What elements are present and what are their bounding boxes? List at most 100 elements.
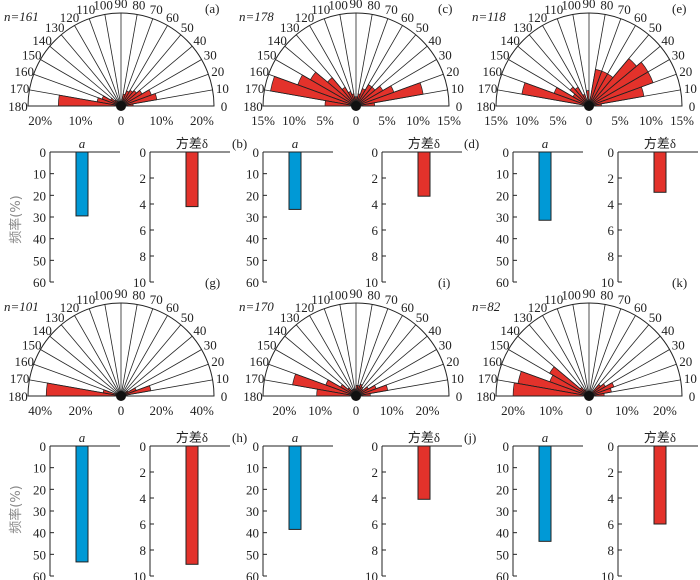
- bar-tick-label: 50: [496, 253, 509, 268]
- bar-tick-label: 4: [140, 197, 147, 212]
- rose-angle-label: 80: [367, 0, 380, 13]
- panel-label: (b): [232, 136, 247, 151]
- rose-radial-line: [588, 308, 622, 397]
- rose-angle-label: 140: [500, 33, 520, 48]
- rose-angle-label: 20: [679, 354, 692, 369]
- rose-angle-label: 140: [32, 33, 52, 48]
- rose-angle-label: 170: [478, 371, 498, 386]
- rose-frame: [262, 12, 450, 107]
- rose-radial-line: [29, 89, 122, 107]
- rose-radial-line: [572, 14, 590, 107]
- bar-tick-label: 0: [608, 439, 615, 454]
- bar-title-delta: 方差δ: [644, 430, 676, 445]
- rose-angle-label: 30: [672, 48, 685, 63]
- rose-radial-line: [542, 315, 590, 397]
- rose-radial-line: [295, 324, 357, 397]
- bar-tick-label: 40: [496, 232, 509, 247]
- rose-radial-line: [588, 73, 677, 107]
- rose-angle-label: 130: [513, 20, 533, 35]
- rose-angle-label: 160: [482, 354, 502, 369]
- rose-angle-label: 40: [193, 33, 206, 48]
- rose-angle-label: 140: [267, 323, 287, 338]
- rose-radial-line: [355, 73, 444, 107]
- bar-tick-label: 8: [608, 543, 615, 558]
- rose-angle-label: 110: [76, 292, 95, 307]
- rose-angle-label: 10: [451, 81, 464, 96]
- rose-angle-label: 90: [350, 286, 363, 301]
- rose-angle-label: 130: [280, 20, 300, 35]
- rose-angle-label: 50: [649, 20, 662, 35]
- rose-tick-label: 40%: [28, 403, 52, 418]
- rose-angle-label: 170: [478, 81, 498, 96]
- rose-radial-line: [120, 45, 193, 107]
- rose-angle-label: 50: [416, 20, 429, 35]
- panel-label: (j): [464, 430, 476, 445]
- bar-tick-label: 8: [140, 543, 147, 558]
- rose-tick-label: 20%: [653, 403, 677, 418]
- rose-radial-line: [588, 363, 677, 397]
- rose-angle-label: 180: [476, 99, 496, 114]
- bar-tick-label: 0: [253, 145, 260, 160]
- bar-tick-label: 60: [246, 569, 259, 580]
- rose-radial-line: [284, 335, 357, 397]
- rose-radial-line: [508, 59, 590, 107]
- rose-angle-label: 80: [132, 288, 145, 303]
- bar-tick-label: 10: [246, 461, 259, 476]
- bar-tick-label: 0: [503, 439, 510, 454]
- rose-angle-label: 70: [150, 292, 163, 307]
- rose-radial-line: [120, 324, 182, 397]
- rose-tick-label: 40%: [190, 403, 214, 418]
- rose-tick-label: 0: [586, 113, 593, 128]
- rose-angle-label: 110: [544, 2, 563, 17]
- bar-tick-label: 50: [33, 547, 46, 562]
- bar-tick-label: 2: [372, 465, 379, 480]
- rose-tick-label: 10%: [615, 403, 639, 418]
- rose-angle-label: 70: [150, 2, 163, 17]
- bar-tick-label: 50: [496, 547, 509, 562]
- rose-radial-line: [323, 18, 357, 107]
- rose-angle-label: 30: [672, 338, 685, 353]
- rose-radial-line: [275, 59, 357, 107]
- rose-radial-line: [355, 379, 448, 397]
- rose-radial-line: [339, 304, 357, 397]
- rose-radial-line: [355, 324, 417, 397]
- bar-tick-label: 40: [33, 526, 46, 541]
- rose-tick-label: 20%: [501, 403, 525, 418]
- bar-tick-label: 0: [503, 145, 510, 160]
- bar-delta: [185, 445, 199, 565]
- sample-count: n=178: [239, 9, 274, 24]
- rose-angle-label: 0: [456, 389, 463, 404]
- rose-center: [584, 101, 594, 111]
- rose-tick-label: 15%: [484, 113, 508, 128]
- rose-angle-label: 110: [76, 2, 95, 17]
- rose-angle-label: 70: [618, 2, 631, 17]
- rose-radial-line: [588, 324, 650, 397]
- rose-angle-label: 0: [689, 389, 696, 404]
- rose-center: [116, 101, 126, 111]
- rose-radial-line: [33, 363, 122, 397]
- panel-label: (a): [205, 1, 219, 16]
- rose-angle-label: 180: [8, 99, 28, 114]
- rose-angle-label: 20: [446, 64, 459, 79]
- bar-tick-label: 6: [140, 223, 147, 238]
- bar-tick-label: 50: [246, 253, 259, 268]
- rose-angle-label: 100: [561, 288, 581, 303]
- rose-angle-label: 40: [661, 323, 674, 338]
- bar-tick-label: 8: [372, 543, 379, 558]
- rose-tick-label: 5%: [378, 113, 396, 128]
- rose-tick-label: 20%: [190, 113, 214, 128]
- rose-angle-label: 100: [328, 288, 348, 303]
- bar-tick-label: 40: [33, 232, 46, 247]
- rose-angle-label: 50: [181, 310, 194, 325]
- rose-angle-label: 110: [544, 292, 563, 307]
- rose-radial-line: [264, 379, 357, 397]
- bar-delta: [417, 151, 431, 197]
- rose-radial-line: [355, 14, 373, 107]
- rose-radial-line: [508, 349, 590, 397]
- bar-delta: [653, 151, 667, 193]
- sample-count: n=118: [472, 9, 506, 24]
- bar-tick-label: 10: [133, 275, 146, 290]
- rose-angle-label: 180: [243, 389, 263, 404]
- bar-a: [288, 445, 302, 530]
- rose-radial-line: [355, 59, 437, 107]
